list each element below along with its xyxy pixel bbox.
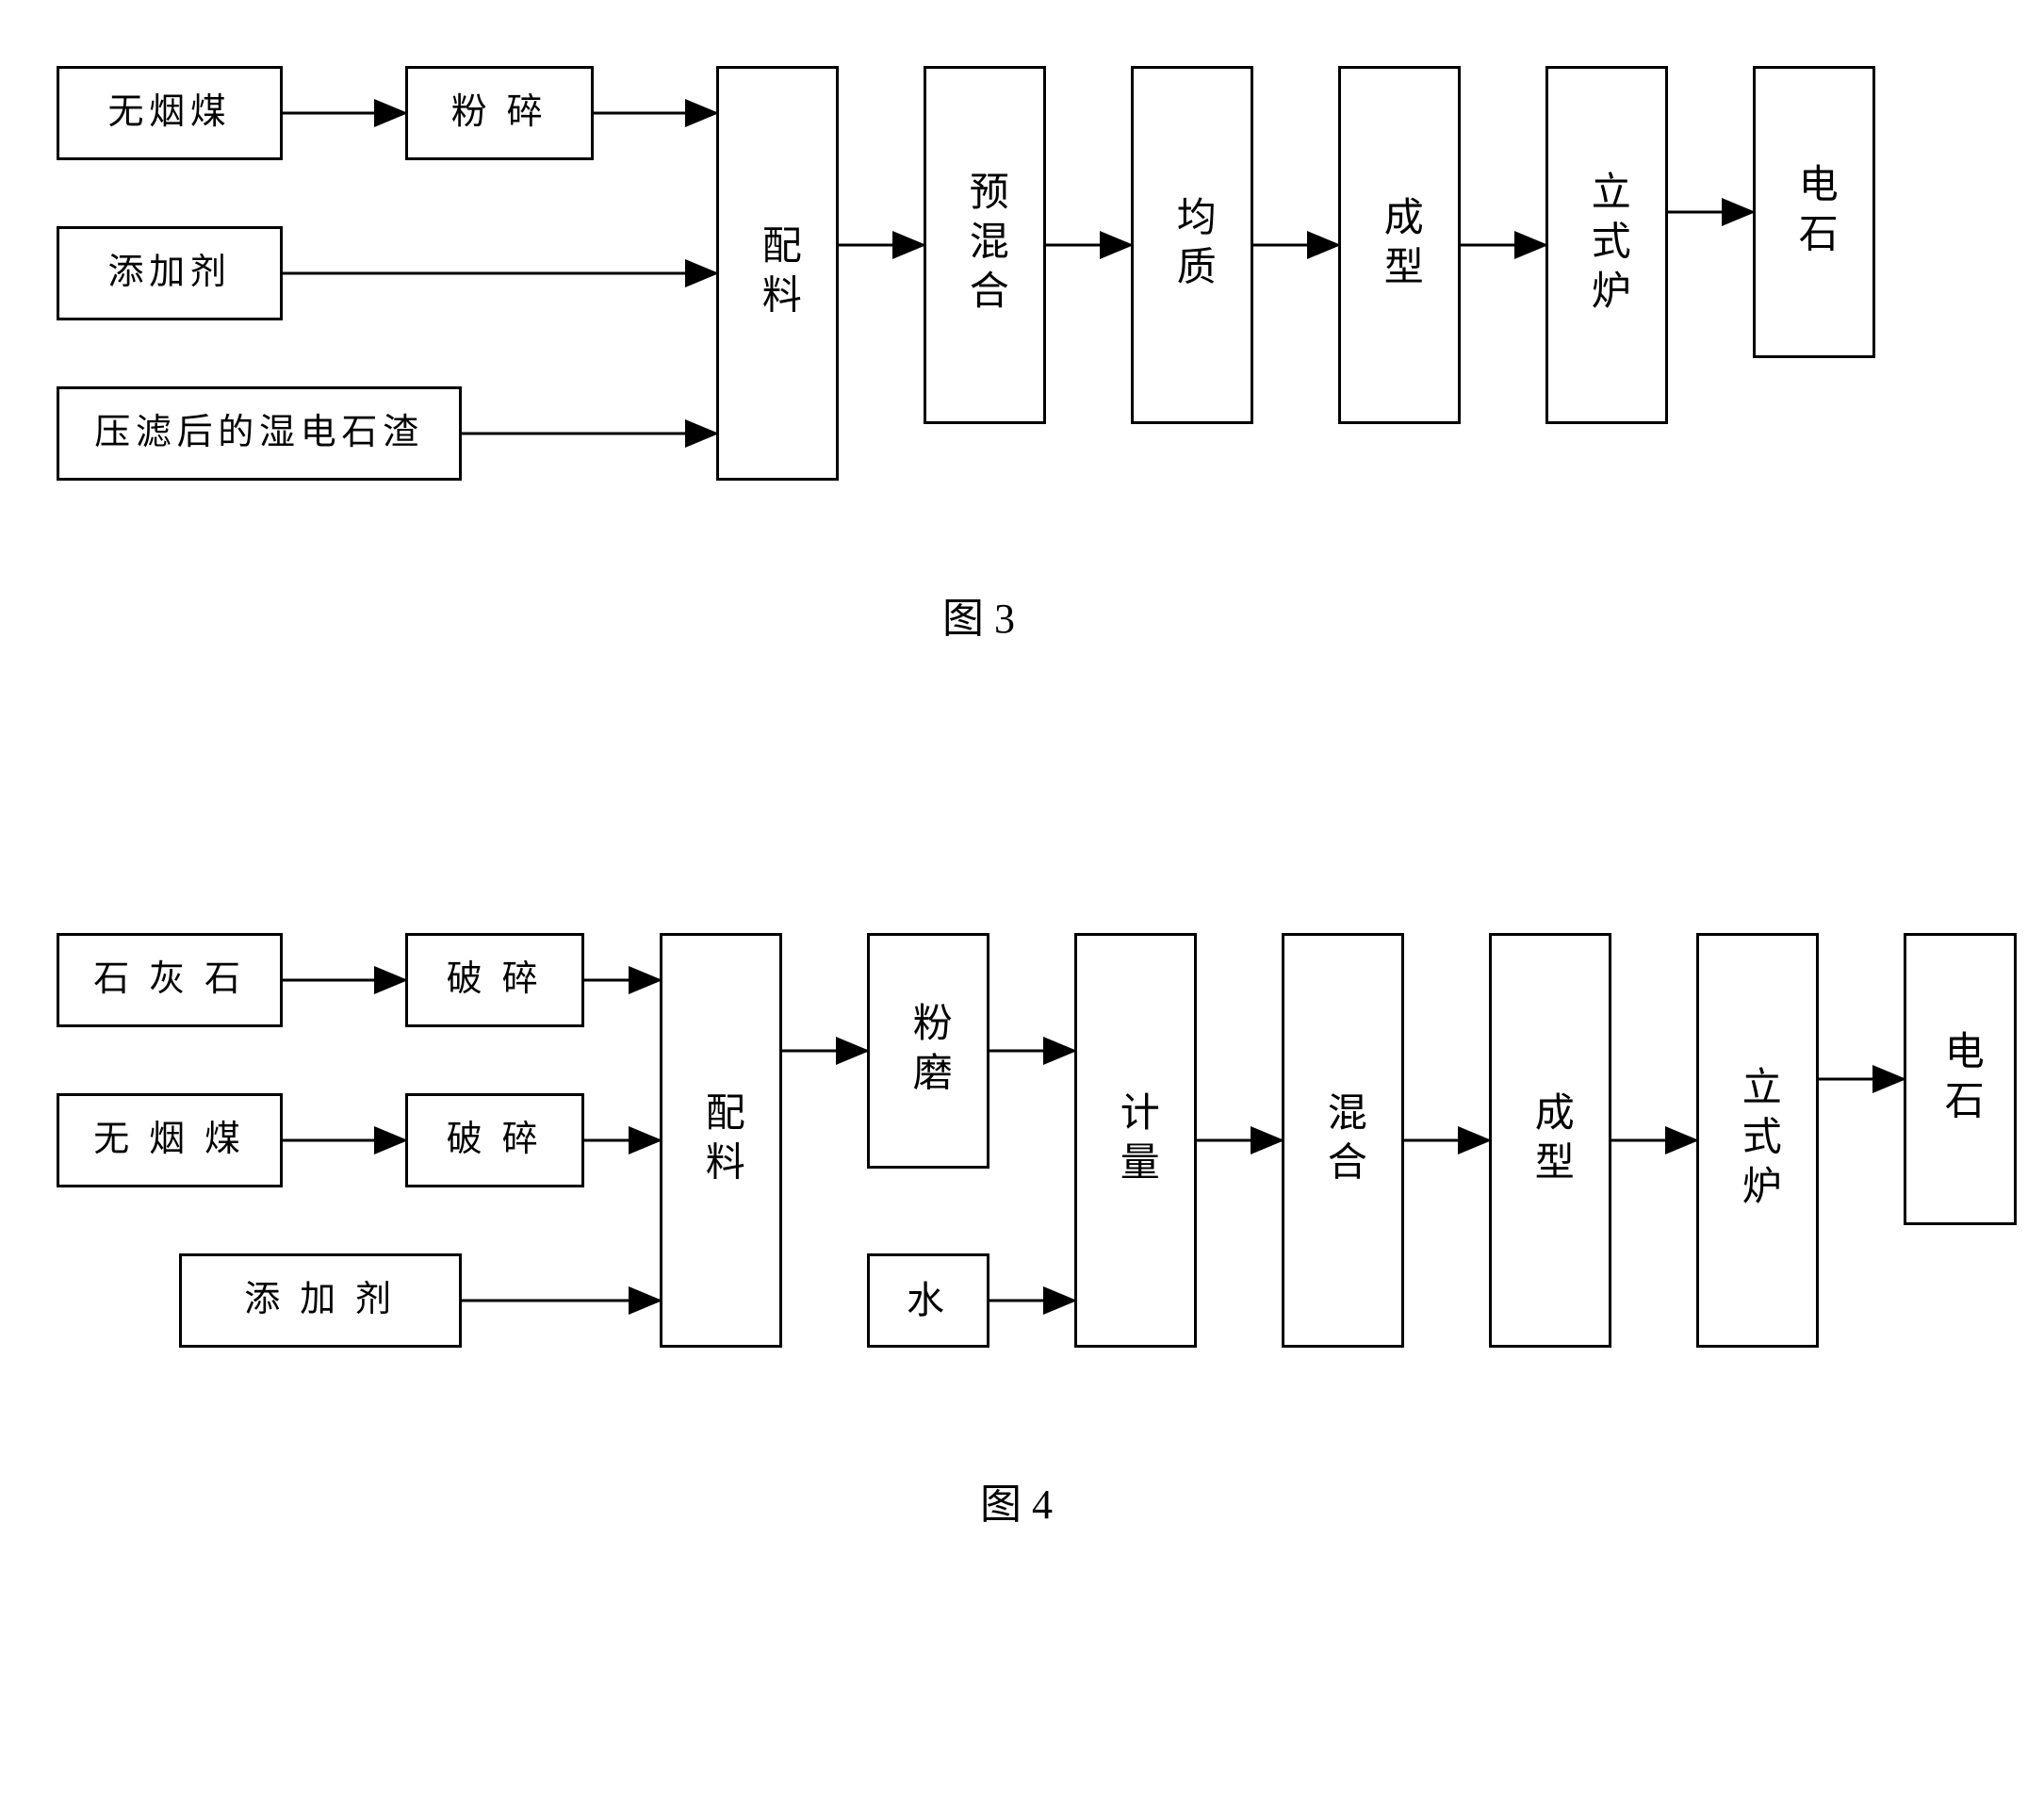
fig3-input-anthracite: 无烟煤 xyxy=(57,66,283,160)
fig3-premix: 预混合 xyxy=(924,66,1046,424)
fig4-mix-label: 混合 xyxy=(1318,1091,1368,1190)
fig4-crush1: 破 碎 xyxy=(405,933,584,1027)
fig3-vfurnace: 立式炉 xyxy=(1545,66,1668,424)
fig4-vfurnace: 立式炉 xyxy=(1696,933,1819,1348)
fig4-input-additive: 添 加 剂 xyxy=(179,1253,462,1348)
fig4-crush2: 破 碎 xyxy=(405,1093,584,1187)
fig4-form-label: 成型 xyxy=(1526,1091,1576,1190)
fig3-input-wetslag: 压滤后的湿电石渣 xyxy=(57,386,462,481)
fig3-batch: 配料 xyxy=(716,66,839,481)
fig4-grind-label: 粉磨 xyxy=(904,1002,954,1101)
fig3-homo: 均质 xyxy=(1131,66,1253,424)
fig4-carbide: 电石 xyxy=(1904,933,2017,1225)
fig4-mix: 混合 xyxy=(1282,933,1404,1348)
fig4-grind: 粉磨 xyxy=(867,933,989,1169)
fig3-vfurnace-label: 立式炉 xyxy=(1582,171,1632,319)
fig3-caption: 图 3 xyxy=(942,584,1015,645)
fig3-form-label: 成型 xyxy=(1375,196,1425,295)
fig4-meter-label: 计量 xyxy=(1111,1091,1161,1190)
fig4-input-anthracite: 无 烟 煤 xyxy=(57,1093,283,1187)
fig4-carbide-label: 电石 xyxy=(1936,1030,1986,1129)
fig3-crush: 粉 碎 xyxy=(405,66,594,160)
fig4-water: 水 xyxy=(867,1253,989,1348)
fig4-caption: 图 4 xyxy=(980,1470,1053,1531)
fig3-carbide: 电石 xyxy=(1753,66,1875,358)
fig3-carbide-label: 电石 xyxy=(1790,163,1840,262)
fig4-input-limestone: 石 灰 石 xyxy=(57,933,283,1027)
fig3-premix-label: 预混合 xyxy=(960,171,1010,319)
fig4-batch: 配料 xyxy=(660,933,782,1348)
fig4-vfurnace-label: 立式炉 xyxy=(1733,1066,1783,1215)
fig3-batch-label: 配料 xyxy=(753,224,803,323)
fig4-meter: 计量 xyxy=(1074,933,1197,1348)
fig4-form: 成型 xyxy=(1489,933,1611,1348)
fig3-form: 成型 xyxy=(1338,66,1461,424)
fig3-input-additive: 添加剂 xyxy=(57,226,283,320)
fig4-batch-label: 配料 xyxy=(696,1091,746,1190)
fig3-homo-label: 均质 xyxy=(1168,196,1218,295)
